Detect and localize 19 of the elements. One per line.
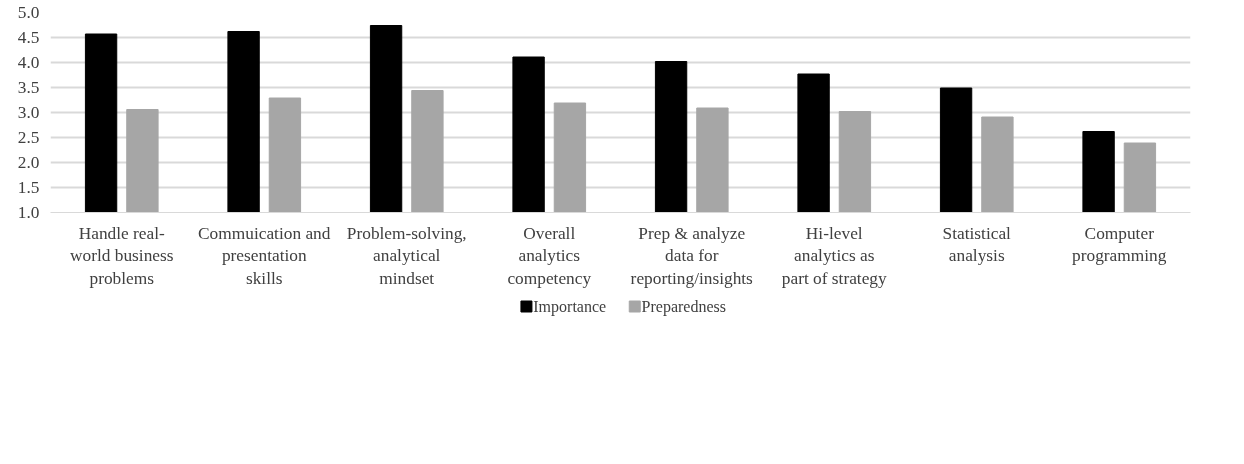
x-tick-label: Handle real-world business problems bbox=[70, 223, 174, 289]
x-tick-label: Problem-solving, analytical mindset bbox=[346, 223, 467, 289]
x-tick-label: Hi-level analytics as part of strategy bbox=[781, 223, 888, 289]
y-tick-label: 5.0 bbox=[17, 3, 40, 22]
y-tick-label: 3.5 bbox=[17, 78, 40, 97]
x-tick-label: Statistical analysis bbox=[942, 223, 1012, 266]
legend-label: Importance bbox=[533, 298, 607, 316]
y-tick-label: 2.0 bbox=[17, 153, 40, 172]
x-tick-label: Prep & analyze data for reporting/insights bbox=[630, 223, 754, 289]
x-tick-label: Computer programming bbox=[1072, 223, 1167, 266]
x-tick-label: Commuication and presentation skills bbox=[198, 223, 331, 289]
legend-label: Preparedness bbox=[641, 298, 727, 316]
y-tick-label: 4.5 bbox=[17, 28, 40, 47]
y-tick-label: 3.0 bbox=[17, 103, 40, 122]
y-tick-label: 1.0 bbox=[17, 203, 40, 222]
y-tick-label: 2.5 bbox=[17, 128, 40, 147]
y-tick-label: 4.0 bbox=[17, 53, 40, 72]
y-tick-label: 1.5 bbox=[17, 178, 40, 197]
x-tick-label: Overall analytics competency bbox=[507, 223, 592, 289]
